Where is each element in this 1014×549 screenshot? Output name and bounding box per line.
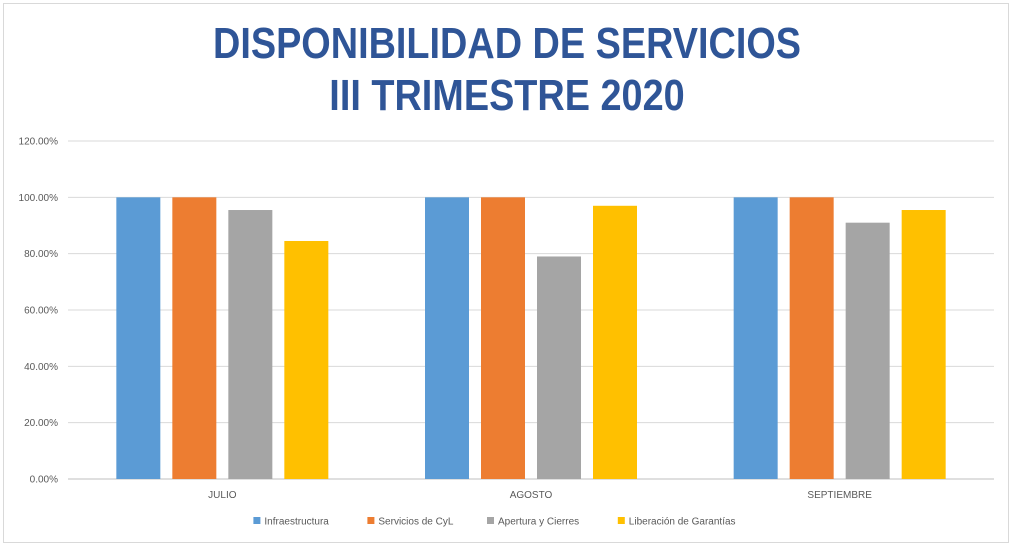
bar-1-julio <box>116 197 161 480</box>
legend-swatch <box>617 517 625 524</box>
y-tick-label: 40.00% <box>24 362 58 373</box>
bar-1-agosto <box>425 197 469 480</box>
x-tick-label: JULIO <box>208 490 237 501</box>
chart-title-line-2: III TRIMESTRE 2020 <box>329 71 685 120</box>
legend-swatch <box>367 517 375 524</box>
bar-4-agosto <box>593 205 637 480</box>
y-tick-label: 80.00% <box>24 249 58 260</box>
y-tick-label: 0.00% <box>30 475 58 486</box>
y-tick-label: 120.00% <box>19 137 59 148</box>
bar-2-julio <box>172 197 217 480</box>
bar-1-septiembre <box>733 197 778 480</box>
y-tick-label: 20.00% <box>24 418 58 429</box>
bar-3-septiembre <box>845 222 890 479</box>
chart-title: DISPONIBILIDAD DE SERVICIOS III TRIMESTR… <box>0 18 1014 122</box>
x-tick-label: SEPTIEMBRE <box>807 490 872 501</box>
y-tick-label: 100.00% <box>19 193 59 204</box>
legend-label: Infraestructura <box>264 517 329 528</box>
chart-title-line-1: DISPONIBILIDAD DE SERVICIOS <box>212 19 802 68</box>
legend-swatch <box>487 517 494 524</box>
legend-label: Apertura y Cierres <box>498 517 579 528</box>
bar-4-julio <box>284 240 329 479</box>
bar-2-septiembre <box>789 197 834 480</box>
y-tick-label: 60.00% <box>24 306 58 317</box>
legend-label: Liberación de Garantías <box>629 517 736 528</box>
bar-3-julio <box>228 210 273 479</box>
bar-3-agosto <box>537 256 581 479</box>
legend-label: Servicios de CyL <box>378 517 453 528</box>
bar-4-septiembre <box>901 210 946 479</box>
bar-2-agosto <box>481 197 525 480</box>
x-tick-label: AGOSTO <box>510 490 553 501</box>
legend-swatch <box>253 517 261 524</box>
